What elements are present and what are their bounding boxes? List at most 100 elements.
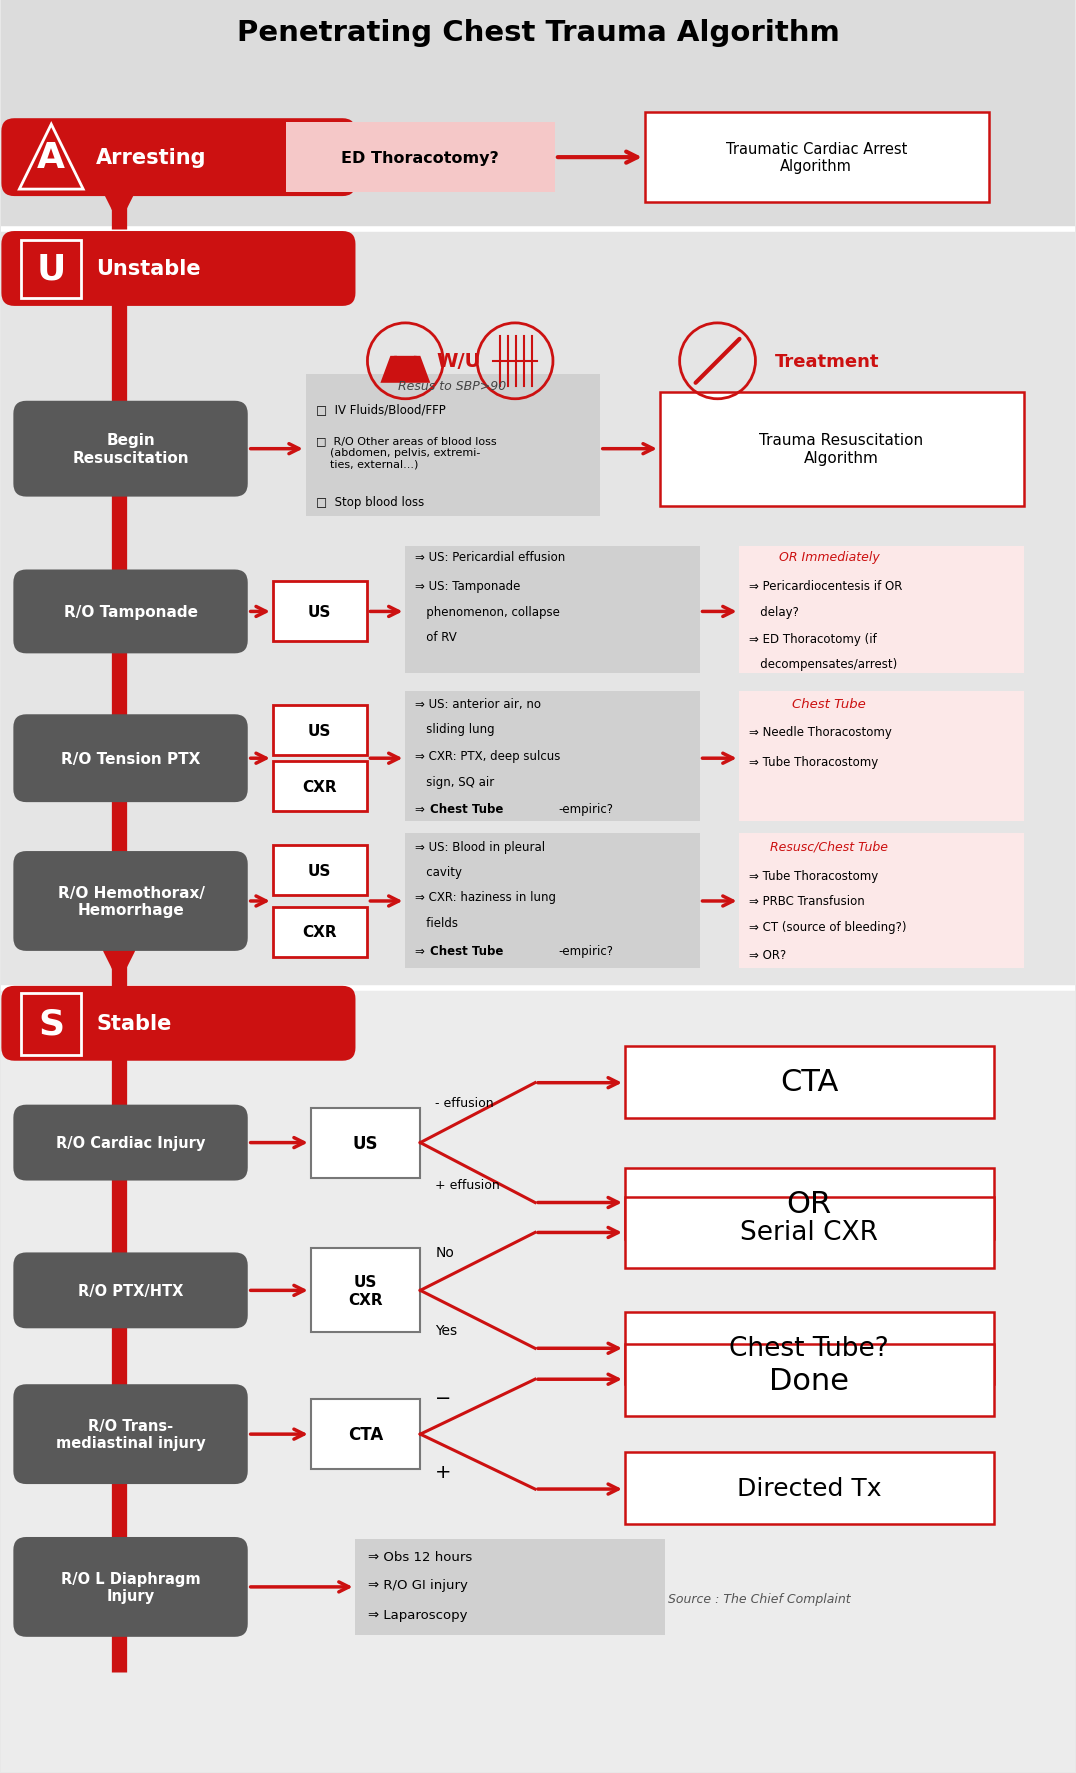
Text: + effusion: + effusion — [436, 1179, 500, 1191]
Bar — [22, 241, 81, 300]
Text: US
CXR: US CXR — [349, 1275, 383, 1307]
Text: ⇒ Tube Thoracostomy: ⇒ Tube Thoracostomy — [750, 755, 879, 768]
Text: □  Stop blood loss: □ Stop blood loss — [315, 496, 424, 509]
Text: Unstable: Unstable — [96, 259, 201, 280]
Text: Yes: Yes — [436, 1324, 457, 1337]
Text: Treatment: Treatment — [775, 353, 879, 371]
Text: ⇒ Needle Thoracostomy: ⇒ Needle Thoracostomy — [750, 725, 892, 738]
Text: US: US — [353, 1135, 378, 1152]
Bar — [406, 833, 699, 968]
Bar — [625, 1197, 994, 1269]
Text: R/O Cardiac Injury: R/O Cardiac Injury — [56, 1135, 206, 1151]
Text: No: No — [436, 1246, 454, 1259]
Text: -empiric?: -empiric? — [558, 801, 613, 816]
Text: Chest Tube: Chest Tube — [430, 801, 504, 816]
Text: Stable: Stable — [96, 1014, 171, 1034]
Text: ⇒: ⇒ — [415, 945, 429, 957]
Text: R/O Hemothorax/
Hemorrhage: R/O Hemothorax/ Hemorrhage — [57, 885, 204, 918]
Text: ⇒ Pericardiocentesis if OR: ⇒ Pericardiocentesis if OR — [750, 580, 903, 592]
Text: OR Immediately: OR Immediately — [779, 551, 879, 564]
FancyBboxPatch shape — [13, 1105, 247, 1181]
Text: R/O Trans-
mediastinal injury: R/O Trans- mediastinal injury — [56, 1418, 206, 1450]
FancyBboxPatch shape — [13, 571, 247, 654]
FancyBboxPatch shape — [1, 986, 355, 1060]
Bar — [285, 122, 555, 193]
Text: A: A — [38, 142, 66, 176]
Text: ⇒ CXR: PTX, deep sulcus: ⇒ CXR: PTX, deep sulcus — [415, 750, 561, 762]
Bar — [739, 833, 1023, 968]
Text: cavity: cavity — [415, 865, 463, 878]
Bar — [1, 988, 1075, 1771]
Text: Serial CXR: Serial CXR — [740, 1220, 878, 1246]
Bar — [22, 993, 81, 1055]
Text: □  R/O Other areas of blood loss
    (abdomen, pelvis, extremi-
    ties, extern: □ R/O Other areas of blood loss (abdomen… — [315, 436, 496, 470]
Bar — [272, 762, 367, 812]
Text: Done: Done — [769, 1365, 849, 1395]
Text: □  IV Fluids/Blood/FFP: □ IV Fluids/Blood/FFP — [315, 402, 445, 417]
Text: of RV: of RV — [415, 631, 457, 644]
Text: Directed Tx: Directed Tx — [737, 1477, 881, 1500]
Bar — [1, 230, 1075, 988]
Bar — [1, 2, 1075, 230]
Text: Chest Tube: Chest Tube — [430, 945, 504, 957]
Text: W/U: W/U — [436, 353, 480, 371]
Text: fields: fields — [415, 917, 458, 929]
FancyBboxPatch shape — [1, 232, 355, 307]
Text: US: US — [308, 605, 331, 619]
Text: Begin
Resuscitation: Begin Resuscitation — [73, 433, 189, 466]
Text: Chest Tube?: Chest Tube? — [730, 1335, 889, 1362]
Bar — [625, 1344, 994, 1417]
Bar — [625, 1312, 994, 1385]
Text: R/O Tamponade: R/O Tamponade — [65, 605, 198, 619]
Bar — [625, 1452, 994, 1525]
Bar — [660, 392, 1023, 507]
Text: +: + — [436, 1461, 452, 1480]
Bar — [311, 1108, 421, 1177]
Text: CTA: CTA — [348, 1425, 383, 1443]
FancyBboxPatch shape — [13, 715, 247, 803]
Text: U: U — [37, 252, 66, 285]
Text: ⇒ OR?: ⇒ OR? — [750, 949, 787, 961]
Bar — [272, 846, 367, 895]
Bar — [625, 1168, 994, 1239]
FancyBboxPatch shape — [13, 1385, 247, 1484]
Text: ⇒ US: Blood in pleural: ⇒ US: Blood in pleural — [415, 840, 546, 853]
Text: ⇒ Obs 12 hours: ⇒ Obs 12 hours — [368, 1551, 472, 1564]
Bar — [355, 1539, 665, 1635]
Bar — [272, 908, 367, 957]
Text: ⇒ R/O GI injury: ⇒ R/O GI injury — [368, 1578, 468, 1592]
Text: Resus to SBP>90: Resus to SBP>90 — [398, 379, 507, 394]
Text: CTA: CTA — [780, 1067, 838, 1096]
Text: ⇒ ED Thoracotomy (if: ⇒ ED Thoracotomy (if — [750, 633, 877, 645]
Text: US: US — [308, 863, 331, 878]
Text: Resusc/Chest Tube: Resusc/Chest Tube — [770, 840, 889, 853]
Bar — [311, 1399, 421, 1470]
Text: Chest Tube: Chest Tube — [792, 697, 866, 711]
Text: Penetrating Chest Trauma Algorithm: Penetrating Chest Trauma Algorithm — [237, 20, 839, 48]
Text: ⇒: ⇒ — [415, 801, 429, 816]
Text: Trauma Resuscitation
Algorithm: Trauma Resuscitation Algorithm — [760, 433, 923, 466]
Text: CXR: CXR — [302, 778, 337, 794]
Text: delay?: delay? — [750, 606, 799, 619]
FancyBboxPatch shape — [13, 1254, 247, 1328]
FancyBboxPatch shape — [1, 119, 355, 197]
Text: OR: OR — [787, 1190, 832, 1218]
Bar — [406, 691, 699, 821]
Text: US: US — [308, 723, 331, 738]
Text: ED Thoracotomy?: ED Thoracotomy? — [341, 151, 499, 165]
Text: ⇒ US: anterior air, no: ⇒ US: anterior air, no — [415, 697, 541, 711]
Text: - effusion: - effusion — [436, 1096, 494, 1110]
Bar — [272, 706, 367, 755]
Text: R/O PTX/HTX: R/O PTX/HTX — [79, 1284, 184, 1298]
Bar — [272, 582, 367, 642]
Text: ⇒ CXR: haziness in lung: ⇒ CXR: haziness in lung — [415, 892, 556, 904]
Text: sliding lung: sliding lung — [415, 722, 495, 736]
Bar — [739, 691, 1023, 821]
Text: Traumatic Cardiac Arrest
Algorithm: Traumatic Cardiac Arrest Algorithm — [725, 142, 907, 174]
Text: R/O Tension PTX: R/O Tension PTX — [61, 752, 201, 766]
Text: ⇒ Tube Thoracostomy: ⇒ Tube Thoracostomy — [750, 869, 879, 881]
Text: ⇒ CT (source of bleeding?): ⇒ CT (source of bleeding?) — [750, 920, 907, 934]
Bar — [739, 546, 1023, 674]
Text: phenomenon, collapse: phenomenon, collapse — [415, 606, 561, 619]
Text: −: − — [436, 1388, 452, 1408]
